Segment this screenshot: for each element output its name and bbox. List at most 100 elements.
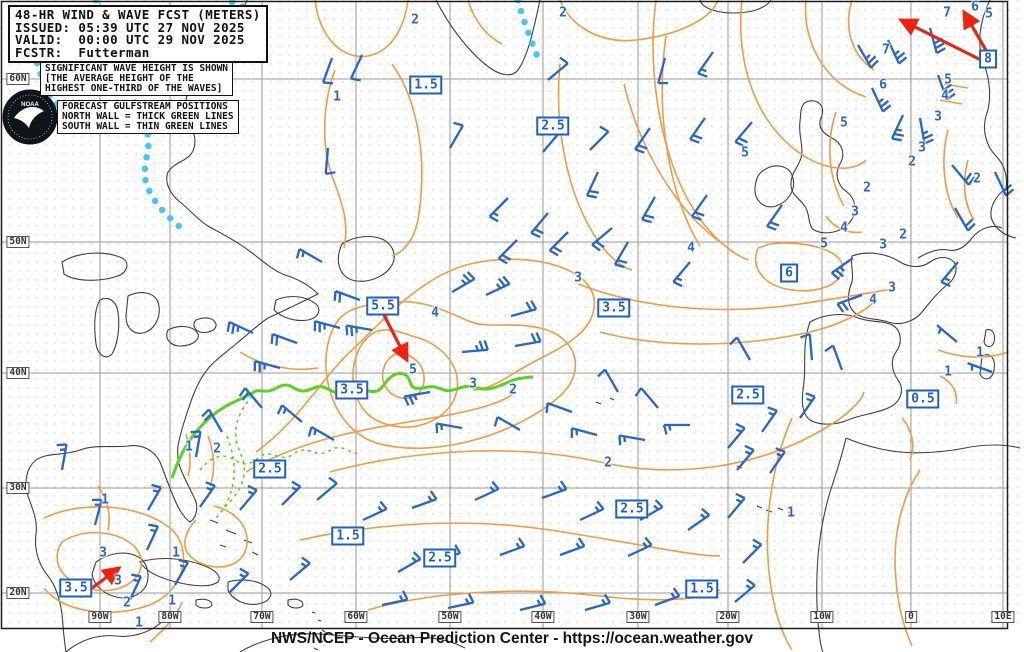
wind-barb bbox=[729, 336, 751, 361]
wind-barb bbox=[276, 404, 303, 423]
wind-barbs-layer bbox=[56, 27, 1015, 612]
wind-barb bbox=[597, 368, 619, 393]
coast-newfoundland-nova-scotia bbox=[273, 235, 395, 322]
wind-barb bbox=[514, 332, 542, 348]
wind-barb bbox=[570, 427, 598, 439]
wind-barb bbox=[579, 500, 605, 522]
contour-label-3: 3 bbox=[469, 376, 477, 392]
wind-barb bbox=[654, 587, 681, 607]
wind-barb bbox=[951, 164, 976, 186]
coast-mediterranean-islands bbox=[919, 329, 996, 399]
contour-label-3: 3 bbox=[851, 204, 859, 220]
wind-barb bbox=[967, 362, 993, 374]
wind-barb bbox=[585, 171, 600, 199]
wind-barb bbox=[886, 39, 908, 65]
wind-barb bbox=[324, 147, 336, 176]
wind-barb bbox=[954, 207, 976, 232]
wind-barb bbox=[547, 56, 569, 81]
latitude-label-60N: 60N bbox=[6, 73, 30, 85]
wave-height-note-box: SIGNIFICANT WAVE HEIGHT IS SHOWN [THE AV… bbox=[40, 62, 234, 96]
contour-label-5: 5 bbox=[985, 6, 993, 22]
wind-barb bbox=[530, 212, 549, 239]
wind-barb bbox=[91, 498, 103, 526]
wave-height-box-6: 6 bbox=[780, 263, 798, 283]
wind-barb bbox=[836, 293, 863, 313]
red-arrow bbox=[898, 18, 986, 64]
longitude-label-40W: 40W bbox=[531, 611, 555, 623]
longitude-label-60W: 60W bbox=[344, 611, 368, 623]
wave-height-box-3.5: 3.5 bbox=[335, 380, 369, 400]
contour-east-atlantic bbox=[766, 349, 1009, 651]
contour-label-3: 3 bbox=[934, 109, 942, 125]
wave-height-box-1.5: 1.5 bbox=[331, 526, 365, 546]
longitude-label-20W: 20W bbox=[716, 611, 740, 623]
contour-label-4: 4 bbox=[869, 292, 877, 308]
contour-label-5: 5 bbox=[840, 115, 848, 131]
wind-barb bbox=[824, 344, 844, 371]
contour-label-3: 3 bbox=[114, 573, 122, 589]
contour-label-7: 7 bbox=[943, 5, 951, 21]
contour-label-1: 1 bbox=[135, 615, 143, 631]
wind-barb bbox=[672, 261, 691, 288]
wave-height-box-2.5: 2.5 bbox=[423, 548, 457, 568]
contour-label-5: 5 bbox=[409, 362, 417, 378]
wind-barb bbox=[56, 443, 68, 471]
wind-barb bbox=[742, 538, 763, 564]
wave-height-box-1.5: 1.5 bbox=[685, 579, 719, 599]
chart-header-box: 48-HR WIND & WAVE FCST (METERS) ISSUED: … bbox=[8, 5, 268, 63]
wind-barb bbox=[857, 44, 879, 69]
longitude-label-30W: 30W bbox=[626, 611, 650, 623]
coast-europe bbox=[847, 225, 1003, 325]
wind-barb bbox=[316, 476, 338, 501]
wind-barb bbox=[918, 117, 934, 145]
wind-barb bbox=[239, 484, 258, 511]
wind-barb bbox=[545, 402, 573, 414]
wind-barb bbox=[447, 593, 475, 610]
grid-lines bbox=[2, 2, 1007, 628]
wave-height-box-2.5: 2.5 bbox=[536, 116, 570, 136]
wind-barb bbox=[541, 480, 568, 500]
contour-label-1: 1 bbox=[172, 545, 180, 561]
wind-barb bbox=[727, 492, 746, 519]
wind-barb bbox=[548, 231, 569, 257]
wind-barb bbox=[451, 271, 476, 293]
contour-label-3: 3 bbox=[918, 140, 926, 156]
contour-label-1: 1 bbox=[168, 593, 176, 609]
contour-central-north bbox=[557, 0, 749, 271]
wind-barb bbox=[890, 114, 905, 142]
wind-barb bbox=[618, 434, 646, 446]
longitude-label-80W: 80W bbox=[158, 611, 182, 623]
wind-barb bbox=[190, 430, 202, 458]
contour-label-1: 1 bbox=[185, 439, 193, 455]
contour-label-6: 6 bbox=[971, 0, 979, 15]
wind-barb bbox=[687, 507, 711, 531]
latitude-label-40N: 40N bbox=[6, 367, 30, 379]
wind-barb bbox=[253, 360, 281, 373]
latitude-label-30N: 30N bbox=[6, 482, 30, 494]
wind-barb bbox=[493, 416, 521, 431]
coast-iberia bbox=[801, 313, 902, 425]
gulfstream-note-box: FORECAST GULFSTREAM POSITIONS NORTH WALL… bbox=[57, 100, 239, 134]
contour-label-1: 1 bbox=[787, 505, 795, 521]
wind-barb bbox=[289, 556, 311, 581]
wind-barb bbox=[362, 500, 388, 522]
wind-barb bbox=[634, 127, 651, 154]
wind-barb bbox=[940, 261, 959, 288]
contour-label-6: 6 bbox=[879, 77, 887, 93]
contour-northwest bbox=[314, 0, 719, 257]
wind-barb bbox=[614, 241, 629, 269]
wind-barb bbox=[591, 227, 613, 252]
contour-label-2: 2 bbox=[213, 441, 221, 457]
coast-great-lakes bbox=[61, 252, 217, 358]
wave-height-box-2.5: 2.5 bbox=[615, 499, 649, 519]
wind-barb bbox=[229, 567, 250, 593]
wind-barb bbox=[201, 408, 223, 433]
contour-label-2: 2 bbox=[411, 12, 419, 28]
wind-barb bbox=[461, 340, 489, 354]
longitude-label-10E: 10E bbox=[991, 611, 1015, 623]
contour-label-2: 2 bbox=[863, 180, 871, 196]
contour-label-2: 2 bbox=[908, 154, 916, 170]
wind-barb bbox=[345, 324, 373, 337]
longitude-label-0: 0 bbox=[905, 611, 917, 623]
coast-south-america bbox=[239, 633, 466, 652]
